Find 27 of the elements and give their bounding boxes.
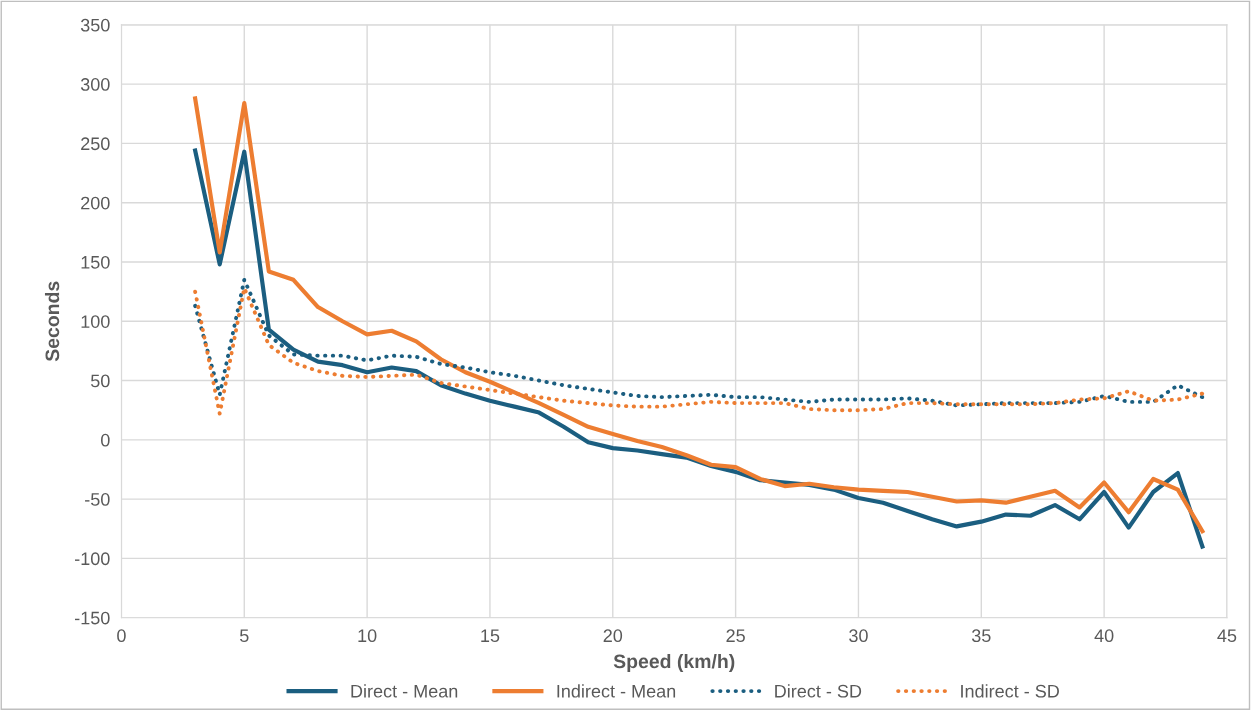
- y-tick-label: -150: [75, 611, 110, 625]
- x-tick-label: 15: [481, 629, 500, 643]
- legend-label: Direct - Mean: [351, 684, 458, 698]
- y-tick-label: 250: [81, 137, 110, 151]
- legend-label: Direct - SD: [775, 684, 862, 698]
- x-tick-label: 10: [358, 629, 377, 643]
- x-tick-label: 20: [603, 629, 623, 643]
- y-tick-label: -50: [85, 493, 110, 506]
- y-tick-label: -100: [75, 552, 110, 566]
- x-tick-label: 5: [239, 629, 249, 643]
- x-tick-label: 0: [117, 629, 126, 643]
- y-tick-label: 200: [81, 196, 110, 210]
- y-tick-label: 50: [90, 374, 110, 388]
- legend-label: Indirect - SD: [961, 684, 1059, 698]
- y-tick-label: 300: [80, 78, 110, 91]
- x-axis-title: Speed (km/h): [613, 653, 735, 673]
- x-tick-label: 35: [971, 629, 991, 643]
- y-tick-label: 150: [81, 255, 110, 269]
- y-axis-title: Seconds: [44, 281, 60, 362]
- y-tick-label: 350: [80, 18, 110, 32]
- x-tick-label: 25: [726, 629, 745, 643]
- y-tick-label: 100: [81, 315, 110, 328]
- x-tick-label: 30: [849, 629, 868, 643]
- legend-label: Indirect - Mean: [557, 684, 676, 698]
- x-tick-label: 45: [1217, 629, 1237, 643]
- y-tick-label: 0: [101, 433, 110, 447]
- x-tick-label: 40: [1094, 629, 1114, 643]
